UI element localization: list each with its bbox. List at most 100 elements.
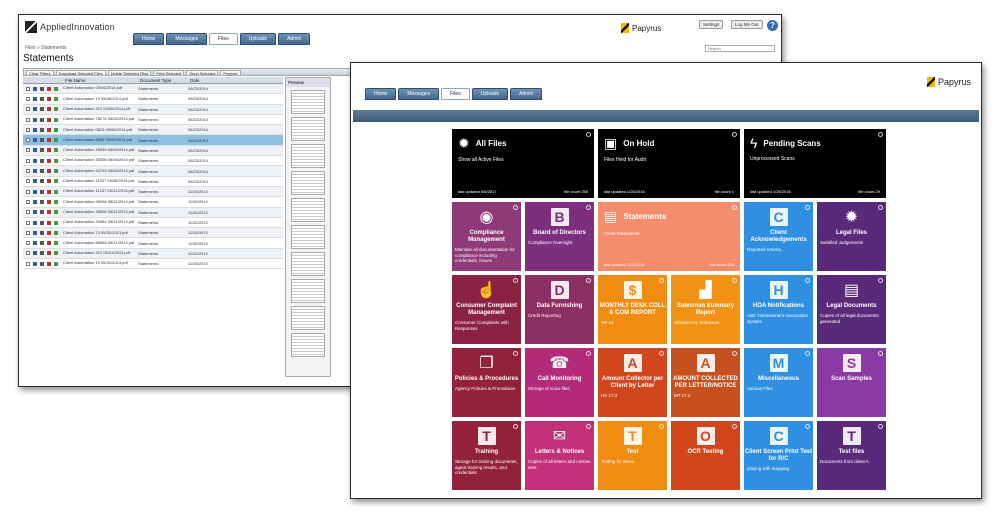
tab-home[interactable]: Home [133,33,165,45]
preview-thumbnail[interactable] [291,144,325,168]
flag-icon[interactable] [47,158,51,163]
document-icon[interactable] [33,96,37,101]
table-row[interactable]: Client Automation 05/06/2014.pdf Statemen… [23,84,283,95]
document-icon[interactable] [33,127,37,132]
checkbox-icon[interactable] [26,107,30,112]
tile-info-icon[interactable] [805,424,810,429]
checkbox-icon[interactable] [26,251,30,256]
tile-pending-scans[interactable]: ϟ Pending Scans Unprocessed Scans last upda… [744,129,886,198]
table-row[interactable]: Client Automation 58098 05/31/2013.pdf St… [23,197,283,208]
clear-filters-button[interactable]: Clear Filters [26,70,54,76]
tile-training[interactable]: T Training Storage for training documents,… [452,421,521,490]
checkbox-icon[interactable] [26,96,30,101]
table-row[interactable]: Client Automation 8658 05/06/2014.pdf Sta… [23,135,283,146]
print-icon[interactable] [40,199,44,204]
flag-icon[interactable] [47,241,51,246]
download-icon[interactable] [54,220,58,225]
print-icon[interactable] [40,107,44,112]
tile-info-icon[interactable] [513,351,518,356]
download-icon[interactable] [54,107,58,112]
print-icon[interactable] [40,179,44,184]
print-icon[interactable] [40,86,44,91]
download-selected-button[interactable]: Download Selected Files [55,70,106,76]
preview-thumbnail[interactable] [291,279,325,303]
print-icon[interactable] [40,138,44,143]
download-icon[interactable] [54,117,58,122]
tile-info-icon[interactable] [659,278,664,283]
checkbox-icon[interactable] [26,230,30,235]
flag-icon[interactable] [47,230,51,235]
table-row[interactable]: Client Automation 88368 05/31/2013.pdf St… [23,238,283,249]
tile-info-icon[interactable] [732,205,737,210]
tab-files[interactable]: Files [441,88,470,100]
flag-icon[interactable] [47,86,51,91]
help-icon[interactable]: ? [767,20,778,31]
tile-legal-documents[interactable]: ▤ Legal Documents Copies of all legal docu… [817,275,886,344]
document-icon[interactable] [33,241,37,246]
print-icon[interactable] [40,158,44,163]
tile-amount-collected-per-letter-notice[interactable]: A AMOUNT COLLECTED PER LETTER/NOTICE MT 17… [671,348,740,417]
settings-button[interactable]: Settings [699,20,724,29]
document-icon[interactable] [33,169,37,174]
tile-hoa-notifications[interactable]: H HOA Notifications ABC Homeowners Associa… [744,275,813,344]
print-icon[interactable] [40,148,44,153]
checkbox-icon[interactable] [26,158,30,163]
download-icon[interactable] [54,189,58,194]
document-icon[interactable] [33,251,37,256]
flag-icon[interactable] [47,189,51,194]
table-row[interactable]: Client Automation 72 05/31/2013.pdf State… [23,228,283,239]
tile-policies-procedures[interactable]: ❐ Policies & Procedures Agency Policies & … [452,348,521,417]
tile-info-icon[interactable] [732,132,737,137]
download-icon[interactable] [54,127,58,132]
print-icon[interactable] [40,210,44,215]
preview-thumbnail[interactable] [291,90,325,114]
download-icon[interactable] [54,199,58,204]
table-row[interactable]: Client Automation 78276 05/06/2014.pdf St… [23,115,283,126]
checkbox-icon[interactable] [26,199,30,204]
tile-info-icon[interactable] [732,278,737,283]
preview-thumbnail[interactable] [291,306,325,330]
flag-icon[interactable] [47,220,51,225]
tab-admin[interactable]: Admin [510,88,543,100]
download-icon[interactable] [54,210,58,215]
send-selected-button[interactable]: Send Selected [186,70,219,76]
tile-info-icon[interactable] [586,205,591,210]
tab-uploads[interactable]: Uploads [239,33,277,45]
flag-icon[interactable] [47,148,51,153]
download-icon[interactable] [54,241,58,246]
tile-amount-collector-per-client-by-letter[interactable]: A Amount Collector per Client by Letter HS… [598,348,667,417]
checkbox-icon[interactable] [26,127,30,132]
document-icon[interactable] [33,117,37,122]
checkbox-icon[interactable] [26,86,30,91]
flag-icon[interactable] [47,251,51,256]
document-icon[interactable] [33,158,37,163]
logout-button[interactable]: Log Me Out [731,20,763,29]
tile-scan-samples[interactable]: S Scan Samples [817,348,886,417]
delete-selected-button[interactable]: Delete Selected Files [107,70,152,76]
tile-call-monitoring[interactable]: ☎ Call Monitoring Storage of voice files [525,348,594,417]
tile-test-files[interactable]: T Test files Documents from client A [817,421,886,490]
download-icon[interactable] [54,158,58,163]
tab-messages[interactable]: Messages [166,33,208,45]
table-row[interactable]: Client Automation 30484 05/31/2013.pdf St… [23,218,283,229]
checkbox-icon[interactable] [26,189,30,194]
tile-info-icon[interactable] [878,424,883,429]
tab-uploads[interactable]: Uploads [471,88,509,100]
checkbox-icon[interactable] [26,169,30,174]
header-document-type[interactable]: Document Type [140,78,172,83]
checkbox-icon[interactable] [26,148,30,153]
download-icon[interactable] [54,169,58,174]
tile-monthly-desk-coll-com-report[interactable]: $ MONTHLY DESK COLL & COM REPORT VR-21 [598,275,667,344]
tile-client-acknowledgements[interactable]: C Client Acknowledgements Reported returns… [744,202,813,271]
tile-test[interactable]: T Test Testing for demo [598,421,667,490]
print-icon[interactable] [40,169,44,174]
tile-info-icon[interactable] [805,205,810,210]
checkbox-icon[interactable] [26,220,30,225]
preview-thumbnail[interactable] [291,225,325,249]
tile-info-icon[interactable] [732,424,737,429]
tile-client-screen-print-test-for-r-c[interactable]: C Client Screen Print Test for R/C playing… [744,421,813,490]
flag-icon[interactable] [47,96,51,101]
download-icon[interactable] [54,261,58,266]
document-icon[interactable] [33,220,37,225]
tile-info-icon[interactable] [878,205,883,210]
